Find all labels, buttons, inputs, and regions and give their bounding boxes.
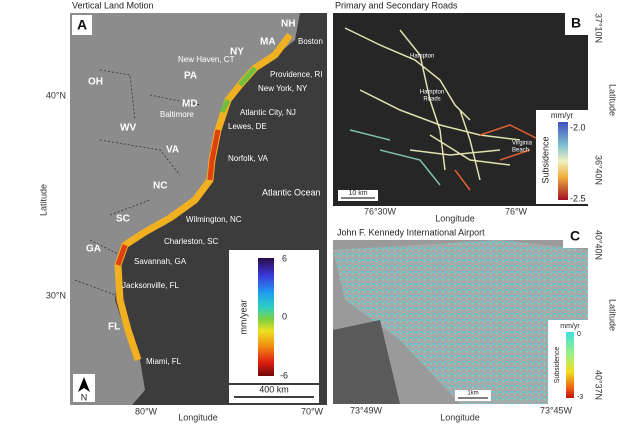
- city-label: Norfolk, VA: [228, 154, 269, 163]
- panel-title: John F. Kennedy International Airport: [337, 227, 485, 237]
- place-label: Hampton: [420, 90, 444, 96]
- colorbar-tick: -6: [280, 370, 288, 380]
- coastal-motion-band: [115, 129, 221, 266]
- y-tick-label: 40°N: [46, 90, 66, 100]
- colorbar-unit: mm/yr: [560, 323, 580, 330]
- state-label: PA: [184, 71, 197, 82]
- scale-label: 10 km: [348, 190, 367, 197]
- colorbar-label: mm/year: [238, 299, 248, 334]
- x-axis-label: Longitude: [440, 412, 480, 422]
- state-label: NY: [230, 47, 244, 58]
- city-label: Providence, RI: [270, 70, 322, 79]
- city-label: Lewes, DE: [228, 122, 267, 131]
- y-tick-label: 36°40N: [594, 155, 604, 185]
- y-axis-label: Latitude: [608, 299, 618, 331]
- state-label: VA: [166, 145, 179, 156]
- roads: [349, 129, 441, 186]
- place-label: Virginia: [512, 141, 533, 147]
- y-tick-label: 37°10N: [594, 13, 604, 43]
- place-label: Beach: [512, 148, 529, 154]
- x-tick-label: 76°30W: [364, 206, 397, 216]
- colorbar-label: Subsidence: [554, 347, 561, 384]
- colorbar: [258, 258, 274, 376]
- y-tick-label: 30°N: [46, 290, 66, 300]
- state-label: GA: [86, 244, 101, 255]
- panel-letter: A: [77, 17, 87, 33]
- city-label: Baltimore: [160, 110, 194, 119]
- x-tick-label: 76°W: [505, 206, 528, 216]
- panel-letter-box: [72, 15, 92, 35]
- y-axis-label: Latitude: [38, 184, 48, 216]
- x-tick-label: 70°W: [301, 406, 324, 416]
- panel-letter: C: [570, 228, 580, 244]
- x-tick-label: 73°45W: [540, 405, 573, 415]
- coastal-motion-band: [219, 66, 257, 114]
- colorbar-tick: -2.5: [570, 193, 586, 203]
- scale-label: 1km: [467, 391, 478, 397]
- city-label: Miami, FL: [146, 357, 182, 366]
- state-label: MA: [260, 37, 276, 48]
- x-tick-label: 80°W: [135, 406, 158, 416]
- state-label: SC: [116, 214, 130, 225]
- state-borders: [74, 69, 201, 296]
- city-label: New Haven, CT: [178, 55, 235, 64]
- colorbar-tick: 0: [577, 331, 581, 338]
- scale-box: [229, 385, 319, 403]
- roads: [454, 124, 541, 191]
- state-label: WV: [120, 123, 136, 134]
- x-tick-label: 73°49W: [350, 405, 383, 415]
- city-label: Atlantic City, NJ: [240, 108, 296, 117]
- city-label: Boston: [298, 37, 323, 46]
- city-label: Charleston, SC: [164, 237, 218, 246]
- colorbar-tick: 0: [282, 311, 287, 321]
- land: [70, 13, 300, 405]
- scale-label: 400 km: [259, 384, 289, 394]
- state-label: NC: [153, 181, 167, 192]
- y-axis-label: Latitude: [608, 84, 618, 116]
- colorbar-unit: mm/yr: [551, 111, 574, 120]
- panel-a: Vertical Land Motion A NH MA NY PA OH MD…: [38, 0, 327, 422]
- colorbar-tick: 6: [282, 253, 287, 263]
- north-label: N: [81, 392, 88, 402]
- city-label: Jacksonville, FL: [122, 281, 179, 290]
- panel-letter: B: [571, 15, 581, 31]
- north-arrow: [78, 377, 90, 392]
- y-tick-label: 40°37N: [594, 370, 604, 400]
- colorbar: [566, 332, 574, 398]
- panel-title: Primary and Secondary Roads: [335, 0, 458, 10]
- scale-box: [338, 190, 378, 201]
- panel-title: Vertical Land Motion: [72, 0, 154, 10]
- panel-b: Primary and Secondary Roads Hampton Hamp…: [333, 0, 618, 223]
- state-label: OH: [88, 77, 103, 88]
- state-label: MD: [182, 99, 198, 110]
- city-label: New York, NY: [258, 84, 308, 93]
- state-label: FL: [108, 322, 120, 333]
- subsidence-points: [333, 240, 588, 404]
- panel-c: John F. Kennedy International Airport C …: [333, 226, 618, 422]
- place-label: Roads: [423, 97, 440, 103]
- roads: [344, 27, 521, 181]
- x-axis-label: Longitude: [178, 412, 218, 422]
- water: [333, 320, 400, 404]
- scale-box: [455, 390, 491, 401]
- city-label: Wilmington, NC: [186, 215, 242, 224]
- panel-letter-box: [563, 226, 588, 248]
- place-label: Hampton: [410, 54, 434, 60]
- ocean-label: Atlantic Ocean: [262, 187, 321, 197]
- state-label: NH: [281, 19, 295, 30]
- colorbar-tick: -3: [577, 394, 583, 401]
- y-tick-label: 40°40N: [594, 230, 604, 260]
- colorbar-tick: -2.0: [570, 122, 586, 132]
- city-label: Savannah, GA: [134, 257, 187, 266]
- title-box: [333, 226, 563, 240]
- panel-letter-box: [565, 13, 588, 35]
- colorbar: [558, 122, 568, 200]
- x-axis-label: Longitude: [435, 213, 475, 223]
- colorbar-label: Subsidence: [540, 136, 550, 183]
